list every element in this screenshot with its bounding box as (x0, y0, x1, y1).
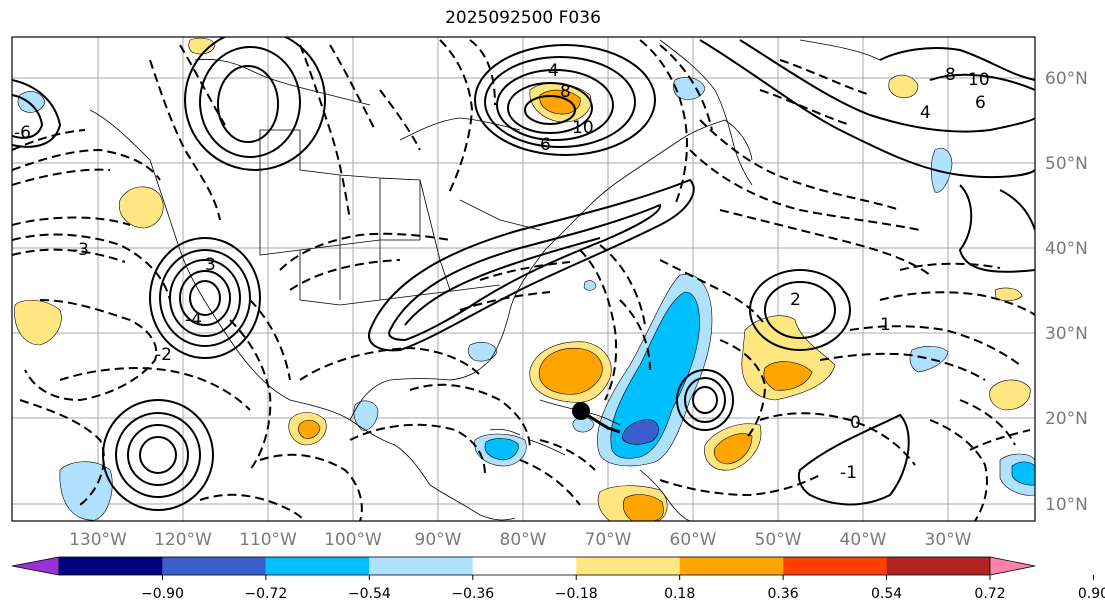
contour-label: 8 (945, 65, 956, 85)
lon-label: 70°W (585, 530, 632, 550)
colorbar-tick-label: 0.90 (1078, 586, 1105, 602)
lon-label: 80°W (500, 530, 547, 550)
contour-labels: 4 8 10 6 4 10 8 6 3 2 1 0 -4 -3 -2 -1 -6 (14, 61, 990, 483)
colorbar-tick-label: −0.72 (244, 586, 287, 602)
lon-label: 120°W (154, 530, 212, 550)
lat-label: 40°N (1045, 239, 1088, 259)
map-title: 2025092500 F036 (445, 8, 601, 28)
negative-contours (12, 39, 1035, 521)
lat-label: 10°N (1045, 495, 1088, 515)
contour-label: 1 (880, 315, 891, 335)
latitude-labels: 60°N 50°N 40°N 30°N 20°N 10°N (1045, 69, 1088, 515)
positive-contours (12, 37, 1035, 511)
colorbar-cell (783, 557, 887, 575)
colorbar-extend-min (11, 556, 60, 576)
lat-label: 50°N (1045, 154, 1088, 174)
lon-label: 100°W (324, 530, 382, 550)
colorbar-cell (886, 557, 990, 575)
colorbar-tick-label: 0.72 (974, 586, 1005, 602)
contour-label: 6 (540, 135, 551, 155)
lon-label: 90°W (415, 530, 462, 550)
lat-label: 20°N (1045, 409, 1088, 429)
contour-label: -6 (14, 123, 31, 143)
contour-label: 3 (205, 255, 216, 275)
lat-label: 60°N (1045, 69, 1088, 89)
storm-center-marker (572, 402, 621, 434)
negative-anomaly-core (610, 291, 700, 459)
colorbar-cell (265, 557, 370, 575)
lon-label: 40°W (840, 530, 887, 550)
colorbar-tick-label: −0.90 (141, 586, 184, 602)
lon-label: 110°W (239, 530, 297, 550)
lon-label: 30°W (925, 530, 972, 550)
colorbar: −0.90 −0.72 −0.54 −0.36 −0.18 0.18 0.36 0.54 0.7… (11, 556, 1105, 602)
colorbar-cell (162, 557, 266, 575)
colorbar-tick-label: 0.36 (768, 586, 799, 602)
contour-label: 10 (572, 118, 594, 138)
colorbar-cell (472, 557, 577, 575)
colorbar-tick-label: 0.18 (664, 586, 695, 602)
contour-label: -2 (155, 345, 172, 365)
contour-label: -3 (72, 240, 89, 260)
colorbar-cell (679, 557, 784, 575)
contour-label: 4 (548, 61, 559, 81)
lon-label: 60°W (670, 530, 717, 550)
colorbar-tick-label: −0.18 (555, 586, 598, 602)
colorbar-tick-label: −0.54 (348, 586, 391, 602)
map-border (11, 36, 1036, 522)
lon-label: 130°W (69, 530, 127, 550)
colorbar-cell (59, 557, 163, 575)
negative-anomaly-peak (621, 419, 659, 445)
contour-label: 6 (975, 93, 986, 113)
contour-label: 10 (968, 70, 990, 90)
colorbar-tick-label: 0.54 (871, 586, 902, 602)
colorbar-tick-label: −0.36 (451, 586, 494, 602)
lon-label: 50°W (755, 530, 802, 550)
contour-label: 4 (920, 103, 931, 123)
contour-label: -1 (840, 463, 857, 483)
storm-track (580, 409, 621, 434)
contour-label: 0 (850, 413, 861, 433)
contour-label: 8 (560, 82, 571, 102)
colorbar-extend-max (989, 556, 1036, 576)
contour-label: -4 (185, 310, 202, 330)
longitude-labels: 130°W 120°W 110°W 100°W 90°W 80°W 70°W 6… (69, 530, 972, 550)
colorbar-cell (369, 557, 473, 575)
contour-label: 2 (790, 290, 801, 310)
colorbar-cell (576, 557, 680, 575)
lat-label: 30°N (1045, 324, 1088, 344)
